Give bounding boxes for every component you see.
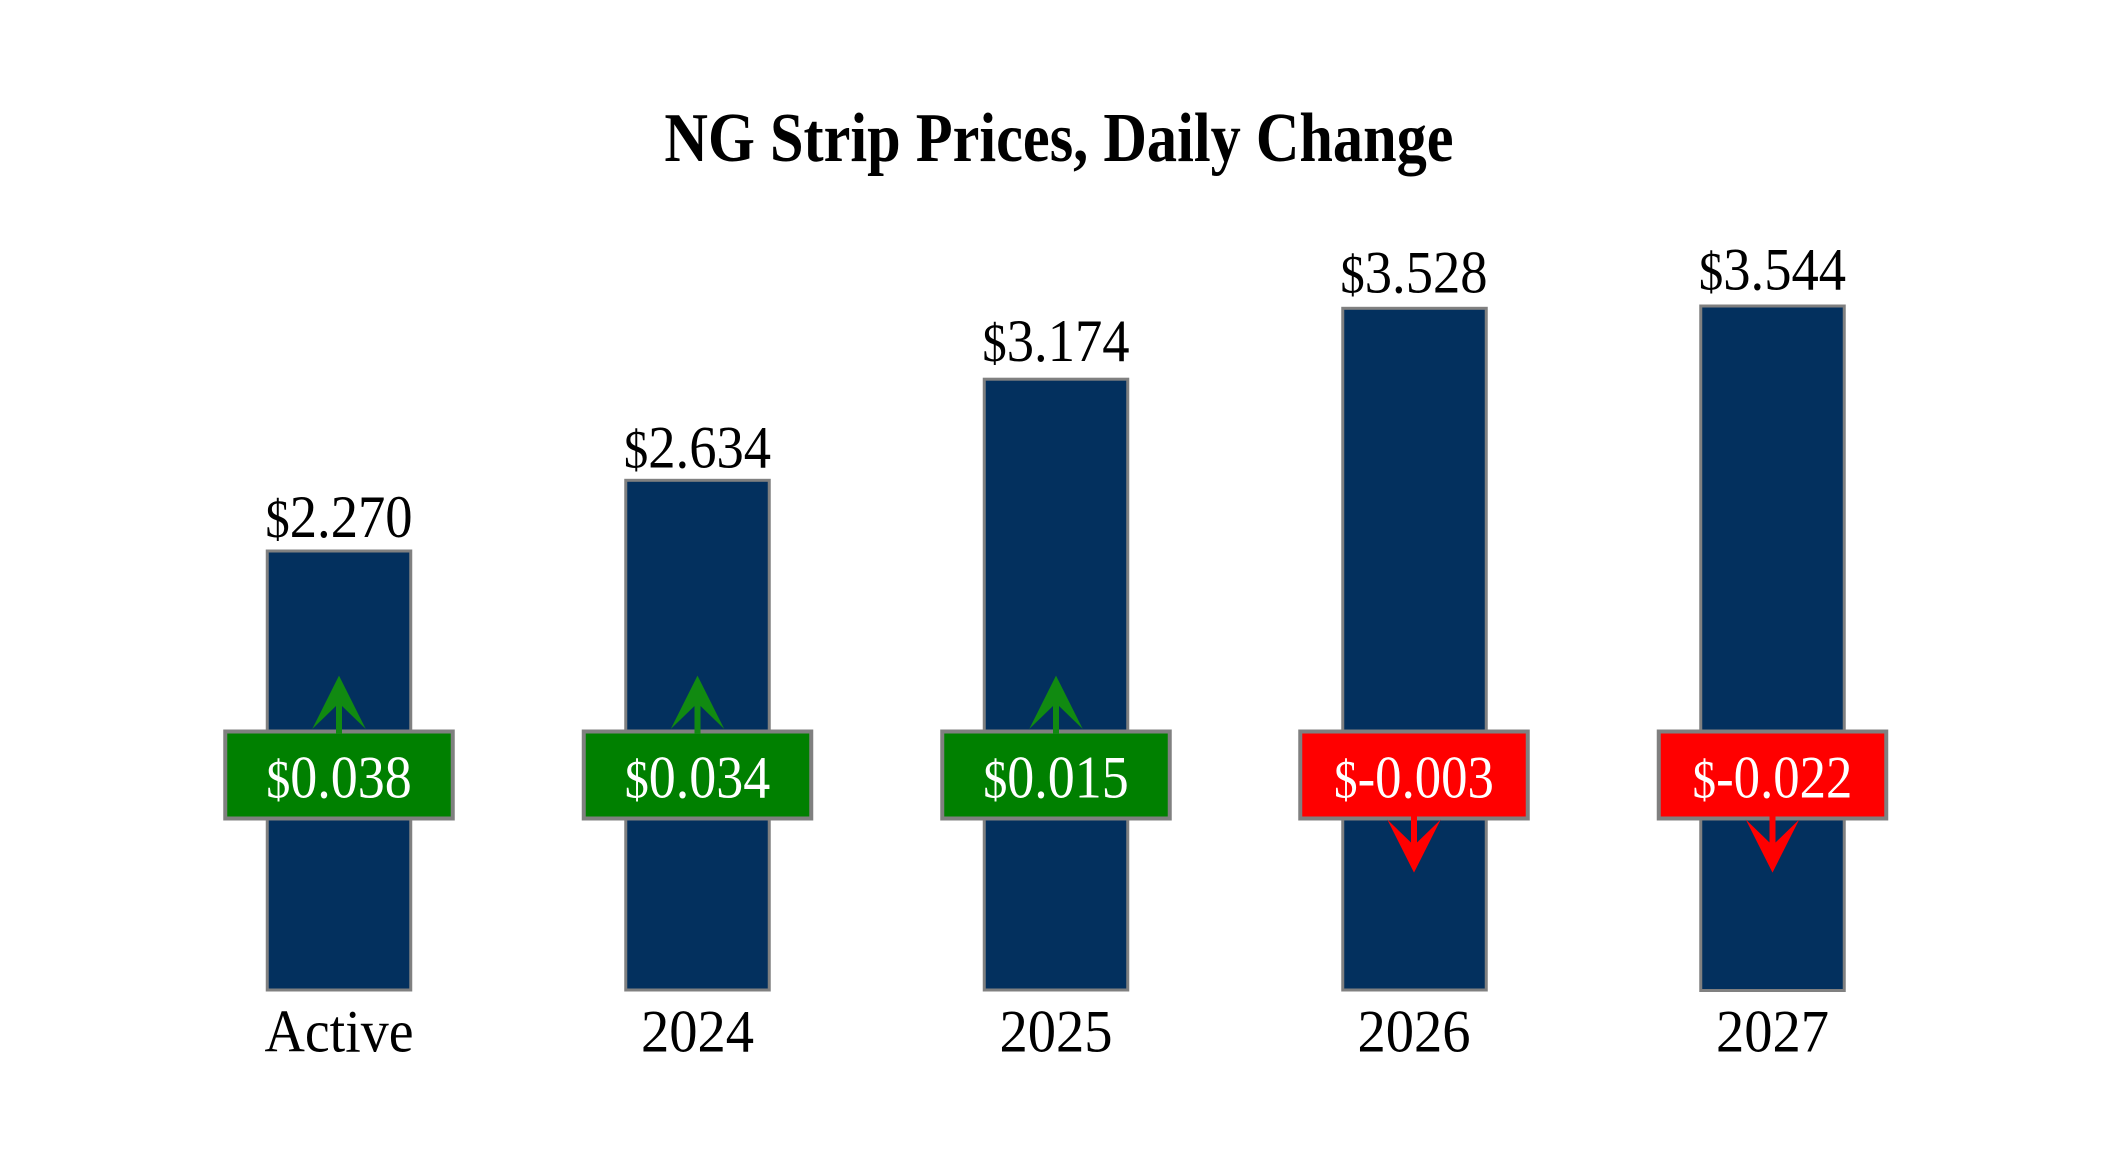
svg-text:$3.174: $3.174 <box>982 309 1129 375</box>
svg-text:$2.634: $2.634 <box>624 415 771 481</box>
svg-text:$2.270: $2.270 <box>265 485 412 551</box>
svg-text:2024: 2024 <box>641 998 754 1065</box>
svg-text:$0.015: $0.015 <box>983 745 1129 811</box>
svg-text:2026: 2026 <box>1357 998 1470 1065</box>
svg-text:Active: Active <box>264 998 413 1065</box>
svg-text:$3.544: $3.544 <box>1699 237 1846 303</box>
svg-text:2027: 2027 <box>1716 998 1829 1065</box>
svg-text:2025: 2025 <box>999 998 1112 1065</box>
svg-text:NG Strip Prices, Daily Change: NG Strip Prices, Daily Change <box>664 100 1453 177</box>
svg-text:$0.038: $0.038 <box>266 745 412 811</box>
svg-text:$3.528: $3.528 <box>1340 240 1487 306</box>
svg-text:$0.034: $0.034 <box>625 745 771 811</box>
svg-text:$-0.003: $-0.003 <box>1334 745 1494 811</box>
svg-text:$-0.022: $-0.022 <box>1693 745 1853 811</box>
